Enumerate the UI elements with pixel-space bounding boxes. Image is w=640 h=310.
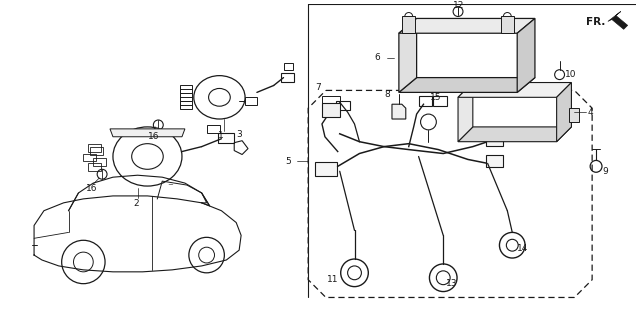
Text: 2: 2: [134, 199, 140, 208]
Polygon shape: [458, 82, 473, 142]
Text: 10: 10: [564, 70, 576, 79]
Text: 14: 14: [517, 244, 529, 253]
Text: 5: 5: [285, 157, 291, 166]
Bar: [280, 73, 294, 82]
Polygon shape: [110, 129, 185, 137]
Polygon shape: [402, 16, 415, 33]
Text: 3: 3: [236, 130, 242, 139]
Text: 7: 7: [315, 83, 321, 92]
Polygon shape: [399, 18, 535, 33]
Polygon shape: [399, 18, 417, 92]
Bar: [284, 63, 293, 70]
Bar: [322, 103, 340, 117]
Bar: [322, 96, 340, 103]
Polygon shape: [608, 11, 628, 29]
Text: 8: 8: [384, 90, 390, 99]
Bar: [315, 162, 337, 176]
Text: 4: 4: [587, 108, 593, 117]
Text: FR.: FR.: [586, 17, 605, 27]
Text: 12: 12: [453, 1, 465, 10]
Bar: [88, 144, 101, 152]
Bar: [486, 156, 504, 167]
Bar: [180, 101, 192, 109]
Bar: [207, 125, 220, 133]
Bar: [88, 163, 101, 171]
Bar: [93, 158, 106, 166]
Polygon shape: [501, 16, 514, 33]
Bar: [570, 108, 579, 122]
Polygon shape: [517, 18, 535, 92]
Text: 15: 15: [431, 93, 442, 102]
Bar: [433, 96, 447, 106]
Text: 13: 13: [446, 279, 458, 288]
Bar: [180, 93, 192, 101]
Bar: [218, 133, 234, 143]
Text: ~: ~: [167, 182, 173, 188]
Text: 16: 16: [147, 132, 159, 141]
Polygon shape: [458, 127, 572, 142]
Bar: [486, 134, 504, 146]
Bar: [245, 97, 257, 105]
Text: 6: 6: [374, 53, 380, 62]
Bar: [336, 101, 349, 110]
Text: 9: 9: [602, 167, 608, 176]
Polygon shape: [392, 104, 406, 119]
Bar: [90, 147, 103, 154]
Bar: [83, 153, 96, 162]
Polygon shape: [399, 78, 535, 92]
Polygon shape: [557, 82, 572, 142]
Bar: [419, 96, 433, 106]
Bar: [180, 86, 192, 93]
Text: 1: 1: [218, 131, 223, 140]
Text: 11: 11: [327, 275, 339, 284]
Polygon shape: [458, 82, 572, 97]
Text: 16: 16: [86, 184, 98, 193]
